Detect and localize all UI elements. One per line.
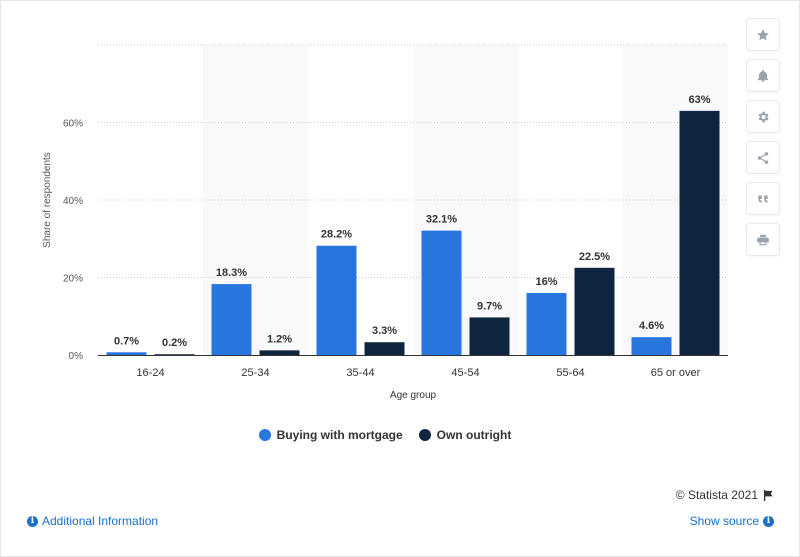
info-icon: i	[763, 515, 774, 527]
y-tick-label: 40%	[63, 196, 83, 207]
y-tick-label: 20%	[63, 274, 83, 285]
bar	[421, 230, 462, 355]
bar	[106, 352, 147, 355]
share-icon[interactable]	[746, 141, 780, 174]
legend-swatch-mortgage	[258, 429, 271, 441]
bar	[631, 337, 672, 355]
x-axis-label: Age group	[390, 390, 437, 401]
y-axis-label: Share of respondents	[42, 152, 53, 248]
x-tick-label: 45-54	[451, 367, 479, 379]
bar	[316, 245, 357, 355]
gridlines	[98, 44, 728, 278]
flag-icon	[763, 489, 773, 501]
data-labels: 0.7% 0.2% 18.3% 1.2% 28.2% 3.3% 32.1% 9.7% 16% 22…	[114, 94, 711, 349]
x-axis-ticks: 16-24 25-34 35-44 45-54 55-64 65 or over	[136, 367, 700, 379]
bar	[574, 267, 615, 355]
bell-icon[interactable]	[746, 59, 780, 92]
y-tick-label: 60%	[63, 119, 83, 130]
data-label: 1.2%	[267, 333, 292, 345]
quote-icon[interactable]	[746, 182, 780, 215]
y-tick-label: 0%	[69, 351, 84, 362]
bar	[364, 342, 405, 355]
data-label: 22.5%	[579, 251, 610, 263]
x-tick-label: 16-24	[136, 367, 164, 379]
show-source-label: Show source	[689, 514, 759, 528]
data-label: 4.6%	[639, 320, 664, 332]
side-toolbar	[746, 18, 780, 256]
x-tick-label: 35-44	[346, 367, 374, 379]
legend-label-outright: Own outright	[436, 428, 512, 442]
data-label: 63%	[688, 94, 710, 106]
gear-icon[interactable]	[746, 100, 780, 133]
y-axis-ticks: 0% 20% 40% 60%	[63, 119, 83, 363]
legend-item-mortgage[interactable]: Buying with mortgage	[258, 428, 403, 442]
data-label: 0.7%	[114, 335, 139, 347]
bar	[526, 293, 567, 355]
bar	[679, 110, 720, 355]
data-label: 16%	[535, 276, 557, 288]
x-tick-label: 25-34	[241, 367, 269, 379]
star-icon[interactable]	[746, 18, 780, 51]
data-label: 9.7%	[477, 300, 502, 312]
data-label: 32.1%	[426, 214, 457, 226]
legend-swatch-outright	[418, 429, 431, 441]
x-tick-label: 65 or over	[651, 367, 701, 379]
bar	[211, 284, 252, 355]
data-label: 3.3%	[372, 325, 397, 337]
additional-information-link[interactable]: i Additional Information	[27, 514, 158, 528]
statista-credit[interactable]: © Statista 2021	[676, 488, 774, 502]
data-label: 28.2%	[321, 229, 352, 241]
legend-item-outright[interactable]: Own outright	[418, 428, 512, 442]
legend-label-mortgage: Buying with mortgage	[276, 428, 403, 442]
data-label: 0.2%	[162, 337, 187, 349]
additional-information-label: Additional Information	[42, 514, 159, 528]
bar	[259, 350, 300, 355]
info-icon: i	[27, 515, 38, 527]
print-icon[interactable]	[746, 223, 780, 256]
bars	[106, 110, 720, 355]
bar	[154, 354, 195, 355]
show-source-link[interactable]: Show source i	[690, 514, 774, 528]
credit-text: © Statista 2021	[675, 488, 758, 502]
legend: Buying with mortgage Own outright	[0, 428, 770, 442]
x-tick-label: 55-64	[556, 367, 584, 379]
bar	[469, 317, 510, 355]
data-label: 18.3%	[216, 267, 247, 279]
